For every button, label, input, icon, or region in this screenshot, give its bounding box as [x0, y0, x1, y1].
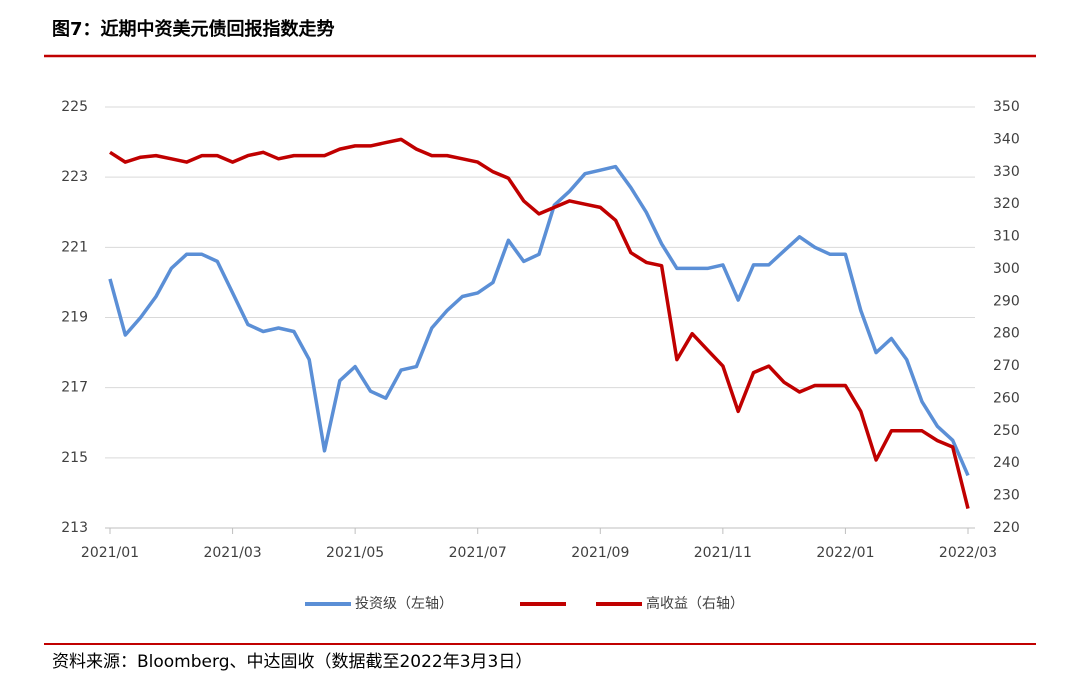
y-tick-label: 223: [61, 169, 88, 185]
x-tick-label: 2022/03: [939, 545, 997, 561]
x-tick-label: 2021/09: [571, 545, 629, 561]
x-tick-label: 2022/01: [816, 545, 874, 561]
legend-label: 投资级（左轴）: [355, 596, 453, 612]
y-tick-label: 225: [61, 99, 88, 115]
series-line: [108, 164, 970, 477]
y2-tick-label: 300: [993, 261, 1020, 277]
y2-tick-label: 250: [993, 423, 1020, 439]
y2-tick-label: 340: [993, 131, 1020, 147]
y2-tick-label: 260: [993, 390, 1020, 406]
source: 资料来源：Bloomberg、中达固收（数据截至2022年3月3日）: [52, 652, 532, 672]
y2-tick-label: 290: [993, 293, 1020, 309]
x-tick-label: 2021/01: [81, 545, 139, 561]
y2-tick-label: 240: [993, 455, 1020, 471]
x-tick-label: 2021/05: [326, 545, 384, 561]
series-line: [109, 137, 970, 510]
y2-tick-label: 230: [993, 488, 1020, 504]
legend-label: 高收益（右轴）: [646, 595, 744, 612]
x-tick-label: 2021/11: [694, 545, 752, 561]
y2-tick-label: 350: [993, 99, 1020, 115]
y2-tick-label: 270: [993, 358, 1020, 374]
y2-tick-label: 330: [993, 164, 1020, 180]
chart-title: 图7：近期中资美元债回报指数走势: [52, 18, 335, 40]
y2-tick-label: 310: [993, 229, 1020, 245]
y2-tick-label: 280: [993, 326, 1020, 342]
x-tick-label: 2021/03: [203, 545, 261, 561]
y2-tick-label: 320: [993, 196, 1020, 212]
y-tick-label: 217: [61, 380, 88, 396]
y2-tick-label: 220: [993, 520, 1020, 536]
y-tick-label: 215: [61, 450, 88, 466]
y-tick-label: 221: [61, 239, 88, 255]
y-tick-label: 219: [61, 310, 88, 326]
x-tick-label: 2021/07: [449, 545, 507, 561]
y-tick-label: 213: [61, 520, 88, 536]
